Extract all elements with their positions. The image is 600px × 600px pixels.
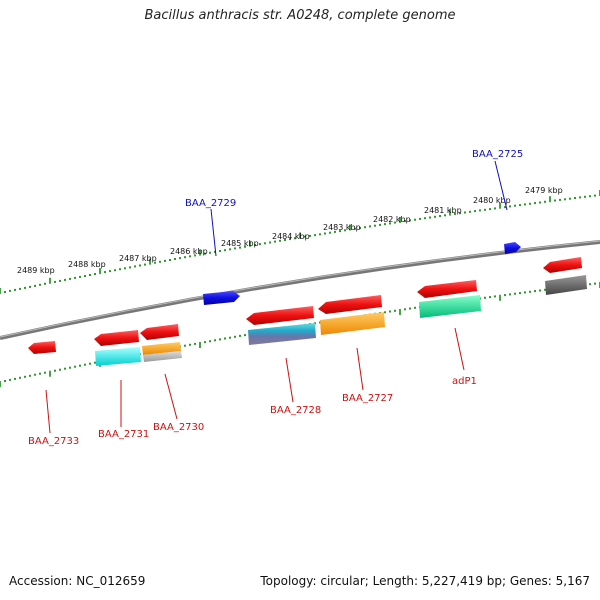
scale-label: 2487 kbp xyxy=(119,254,157,263)
genome-backbone xyxy=(0,240,600,340)
reverse-gene-adP1[interactable] xyxy=(417,280,477,298)
gene-label-reverse[interactable]: BAA_2728 xyxy=(270,405,321,416)
leader-line-adP1 xyxy=(454,327,465,371)
map-title: Bacillus anthracis str. A0248, complete … xyxy=(144,8,456,23)
cog-boxes xyxy=(95,275,587,366)
reverse-gene-BAA_2731[interactable] xyxy=(94,330,139,346)
scale-label: 2488 kbp xyxy=(68,260,106,269)
scale-label: 2481 kbp xyxy=(424,206,462,215)
leader-line-BAA_2725 xyxy=(494,160,508,211)
genome-summary-label: Topology: circular; Length: 5,227,419 bp… xyxy=(260,574,590,588)
cog-box-orange xyxy=(142,342,181,355)
reverse-gene-BAA_2727[interactable] xyxy=(318,295,382,314)
scale-label: 2479 kbp xyxy=(525,186,563,195)
scale-label: 2483 kbp xyxy=(323,223,361,232)
gene-label-forward[interactable]: BAA_2729 xyxy=(185,198,236,209)
reverse-gene-BAA_2733[interactable] xyxy=(28,341,56,354)
leader-line-BAA_2730 xyxy=(164,373,178,420)
cog-box-cyan xyxy=(95,347,141,366)
scale-label: 2486 kbp xyxy=(170,247,208,256)
cog-box-dark xyxy=(545,275,587,295)
scale-label: 2489 kbp xyxy=(17,266,55,275)
reverse-strand-genes xyxy=(28,257,582,354)
reverse-gene-BAA_2728[interactable] xyxy=(246,306,314,325)
scale-label: 2484 kbp xyxy=(272,232,310,241)
genome-backbone-highlight xyxy=(0,240,600,338)
gene-label-forward[interactable]: BAA_2725 xyxy=(472,149,523,160)
gene-label-reverse[interactable]: adP1 xyxy=(452,376,477,387)
forward-strand-genes xyxy=(203,242,521,305)
leader-line-BAA_2727 xyxy=(356,347,364,391)
leader-line-BAA_2729 xyxy=(210,208,217,257)
scale-label: 2482 kbp xyxy=(373,215,411,224)
forward-gene-BAA_2725[interactable] xyxy=(504,242,521,254)
reverse-gene-edge[interactable] xyxy=(543,257,582,273)
gene-label-reverse[interactable]: BAA_2731 xyxy=(98,429,149,440)
gene-labels: BAA_2725 BAA_2729 BAA_2733 BAA_2731 BAA_… xyxy=(28,149,523,447)
cog-box-grey xyxy=(143,351,182,362)
gene-label-reverse[interactable]: BAA_2733 xyxy=(28,436,79,447)
leader-line-BAA_2733 xyxy=(45,389,51,434)
forward-gene-BAA_2729[interactable] xyxy=(203,291,240,305)
label-leader-lines xyxy=(45,160,508,434)
scale-label: 2485 kbp xyxy=(221,239,259,248)
leader-line-BAA_2728 xyxy=(285,357,294,403)
cog-box-striped xyxy=(248,323,316,345)
gene-label-reverse[interactable]: BAA_2730 xyxy=(153,422,204,433)
accession-label: Accession: NC_012659 xyxy=(9,574,146,588)
scale-labels: 2479 kbp 2480 kbp 2481 kbp 2482 kbp 2483… xyxy=(17,186,563,275)
cog-box-green xyxy=(419,295,481,318)
outer-scale-ticks xyxy=(0,190,600,294)
scale-label: 2480 kbp xyxy=(473,196,511,205)
gene-label-reverse[interactable]: BAA_2727 xyxy=(342,393,393,404)
cog-box-orange xyxy=(320,312,385,335)
reverse-gene-BAA_2730[interactable] xyxy=(140,324,179,340)
